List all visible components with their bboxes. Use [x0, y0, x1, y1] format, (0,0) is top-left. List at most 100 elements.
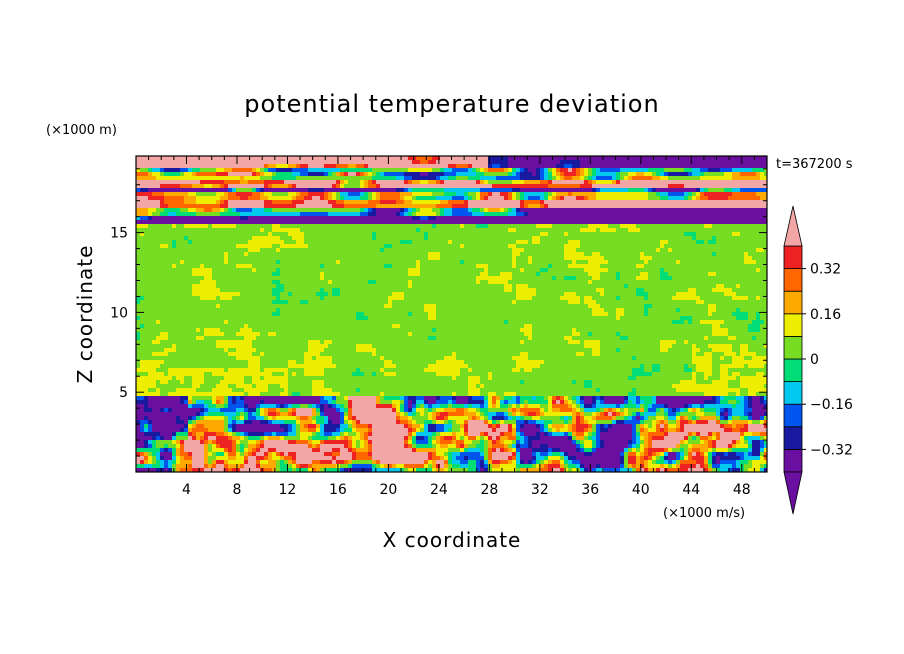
heatmap-cell	[472, 220, 477, 225]
heatmap-cell	[508, 232, 513, 237]
heatmap-cell	[160, 240, 165, 245]
heatmap-cell	[688, 200, 693, 205]
heatmap-cell	[672, 176, 677, 181]
heatmap-cell	[344, 244, 349, 249]
heatmap-cell	[216, 200, 221, 205]
heatmap-cell	[196, 216, 201, 221]
heatmap-cell	[200, 168, 205, 173]
heatmap-cell	[336, 204, 341, 209]
heatmap-cell	[540, 272, 545, 277]
heatmap-cell	[316, 232, 321, 237]
heatmap-cell	[252, 200, 257, 205]
heatmap-cell	[548, 232, 553, 237]
heatmap-cell	[348, 280, 353, 285]
heatmap-cell	[592, 248, 597, 253]
heatmap-cell	[528, 244, 533, 249]
heatmap-cell	[764, 256, 767, 261]
heatmap-cell	[720, 168, 725, 173]
heatmap-cell	[656, 208, 661, 213]
heatmap-cell	[340, 164, 345, 169]
heatmap-cell	[160, 252, 165, 257]
heatmap-cell	[580, 212, 585, 217]
heatmap-cell	[292, 176, 297, 181]
heatmap-cell	[544, 248, 549, 253]
heatmap-cell	[300, 188, 305, 193]
heatmap-cell	[300, 256, 305, 261]
heatmap-cell	[156, 248, 161, 253]
heatmap-cell	[136, 216, 141, 221]
heatmap-cell	[624, 160, 629, 165]
heatmap-cell	[640, 160, 645, 165]
heatmap-cell	[468, 216, 473, 221]
heatmap-cell	[260, 176, 265, 181]
heatmap-cell	[172, 164, 177, 169]
heatmap-cell	[520, 208, 525, 213]
heatmap-cell	[736, 244, 741, 249]
heatmap-cell	[176, 212, 181, 217]
heatmap-cell	[316, 280, 321, 285]
heatmap-cell	[340, 244, 345, 249]
heatmap-cell	[540, 176, 545, 181]
heatmap-cell	[516, 264, 521, 269]
heatmap-cell	[216, 208, 221, 213]
heatmap-cell	[404, 272, 409, 277]
heatmap-cell	[248, 204, 253, 209]
heatmap-cell	[232, 184, 237, 189]
heatmap-cell	[664, 216, 669, 221]
heatmap-cell	[236, 220, 241, 225]
heatmap-cell	[636, 168, 641, 173]
heatmap-cell	[360, 156, 365, 161]
heatmap-cell	[296, 168, 301, 173]
heatmap-cell	[712, 232, 717, 237]
heatmap-cell	[316, 156, 321, 161]
heatmap-cell	[752, 276, 757, 281]
heatmap-cell	[700, 208, 705, 213]
heatmap-cell	[416, 216, 421, 221]
heatmap-cell	[752, 240, 757, 245]
heatmap-cell	[592, 196, 597, 201]
heatmap-cell	[656, 252, 661, 257]
heatmap-cell	[268, 272, 273, 277]
heatmap-cell	[696, 204, 701, 209]
heatmap-cell	[508, 176, 513, 181]
heatmap-cell	[464, 240, 469, 245]
heatmap-cell	[172, 160, 177, 165]
heatmap-cell	[452, 160, 457, 165]
heatmap-cell	[436, 172, 441, 177]
heatmap-cell	[456, 268, 461, 273]
heatmap-cell	[160, 212, 165, 217]
heatmap-cell	[372, 196, 377, 201]
heatmap-cell	[512, 212, 517, 217]
heatmap-cell	[540, 164, 545, 169]
heatmap-cell	[504, 184, 509, 189]
heatmap-cell	[588, 216, 593, 221]
heatmap-cell	[616, 256, 621, 261]
heatmap-cell	[520, 272, 525, 277]
heatmap-cell	[228, 272, 233, 277]
heatmap-cell	[288, 236, 293, 241]
heatmap-cell	[480, 244, 485, 249]
heatmap-cell	[160, 216, 165, 221]
heatmap-cell	[192, 204, 197, 209]
heatmap-cell	[224, 164, 229, 169]
heatmap-cell	[308, 268, 313, 273]
heatmap-cell	[152, 188, 157, 193]
heatmap-cell	[412, 212, 417, 217]
heatmap-cell	[716, 272, 721, 277]
heatmap-cell	[540, 160, 545, 165]
heatmap-cell	[460, 228, 465, 233]
heatmap-cell	[444, 240, 449, 245]
heatmap-cell	[712, 164, 717, 169]
heatmap-cell	[344, 192, 349, 197]
heatmap-cell	[672, 188, 677, 193]
heatmap-cell	[380, 192, 385, 197]
heatmap-cell	[496, 188, 501, 193]
heatmap-cell	[372, 180, 377, 185]
heatmap-cell	[516, 188, 521, 193]
heatmap-cell	[380, 184, 385, 189]
heatmap-cell	[400, 252, 405, 257]
heatmap-cell	[412, 256, 417, 261]
heatmap-cell	[600, 224, 605, 229]
heatmap-cell	[668, 192, 673, 197]
heatmap-cell	[608, 256, 613, 261]
